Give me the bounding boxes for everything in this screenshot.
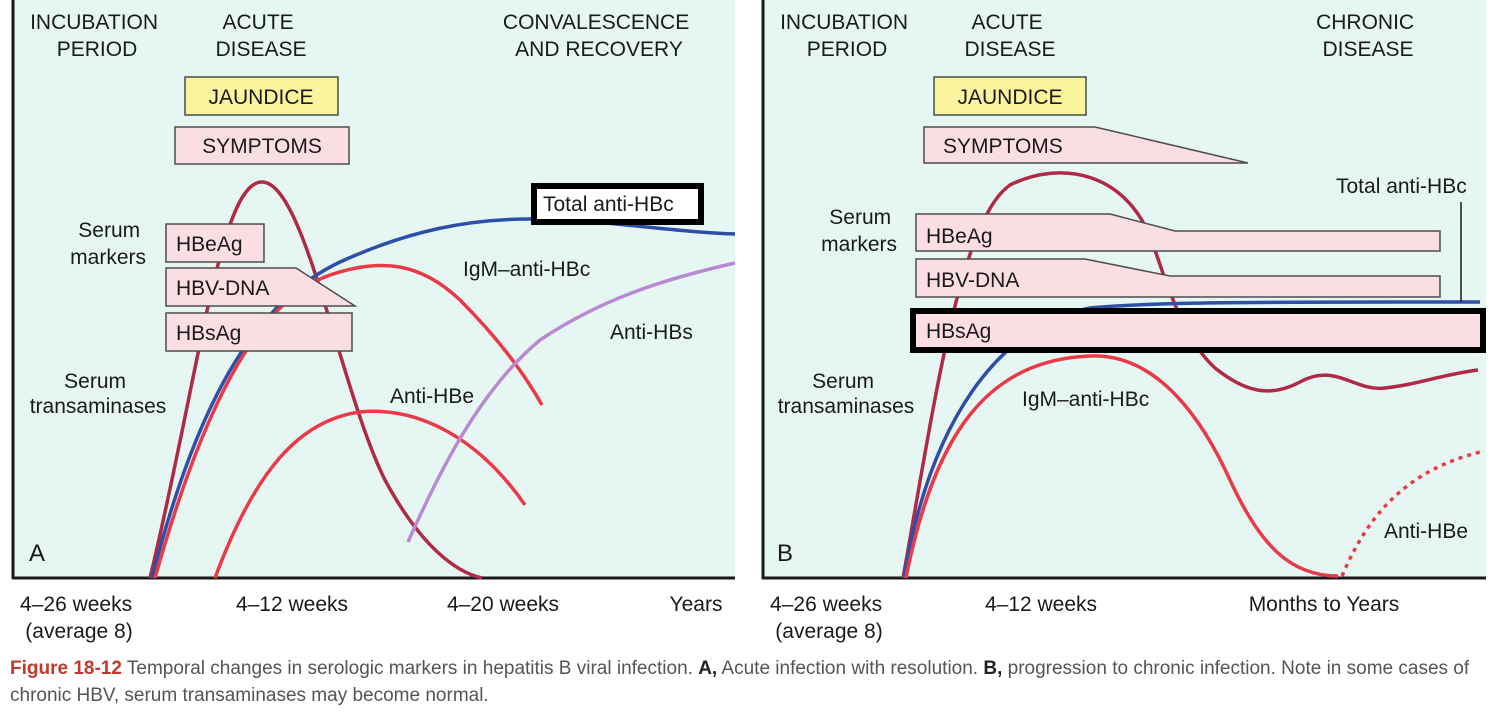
- panel-b-x-tick-acute: 4–12 weeks: [985, 593, 1097, 616]
- panel-b-anti-hbe-label: Anti-HBe: [1384, 520, 1468, 543]
- panel-a-phase-incubation: INCUBATION PERIOD: [30, 11, 164, 61]
- panel-b-symptoms-box: [923, 126, 1249, 164]
- panel-a-hbv-dna-box: [165, 267, 358, 307]
- panel-a-background: [12, 0, 735, 578]
- panel-a-igm-anti-hbc-curve: [153, 263, 544, 579]
- panel-b-hbeag-label: HBeAg: [926, 225, 993, 248]
- panel-a-hbeag-label: HBeAg: [176, 233, 243, 256]
- panel-a-total-anti-hbc-label: Total anti-HBc: [543, 193, 674, 216]
- panel-a-x-tick-convalescence: 4–20 weeks: [447, 593, 559, 616]
- panel-b-igm-anti-hbc-label: IgM–anti-HBc: [1022, 388, 1149, 411]
- panel-b-serum-markers-label: Serum markers: [821, 206, 897, 256]
- panel-a-serum-transaminases-label: Serum transaminases: [30, 370, 167, 418]
- panel-b-phase-acute: ACUTE DISEASE: [964, 11, 1055, 61]
- panel-a-phase-acute: ACUTE DISEASE: [215, 11, 306, 61]
- panel-a-phase-convalescence: CONVALESCENCE AND RECOVERY: [503, 11, 695, 61]
- panel-a-anti-hbs-curve: [406, 261, 736, 543]
- panel-b-jaundice-box: [933, 76, 1087, 116]
- panel-b-jaundice-label: JAUNDICE: [957, 86, 1062, 109]
- panel-b-x-tick-incubation: 4–26 weeks (average 8): [770, 593, 888, 643]
- panel-b-total-anti-hbc-label: Total anti-HBc: [1336, 175, 1467, 198]
- panel-b-hbv-dna-label: HBV-DNA: [926, 269, 1019, 292]
- caption-figure-label: Figure 18-12: [10, 658, 122, 679]
- panel-a-hbsag-box: [165, 312, 353, 352]
- panel-b-symptoms-label: SYMPTOMS: [943, 135, 1063, 158]
- panel-a-anti-hbe-label: Anti-HBe: [390, 385, 474, 408]
- panel-a-hbeag-box: [165, 223, 265, 263]
- panel-a-x-tick-years: Years: [670, 593, 723, 616]
- panel-a-letter: A: [29, 540, 45, 567]
- panel-a-hbv-dna-label: HBV-DNA: [176, 277, 269, 300]
- panel-a: INCUBATION PERIOD ACUTE DISEASE CONVALES…: [11, 0, 736, 643]
- caption-text-2: Acute infection with resolution.: [717, 658, 984, 679]
- panel-a-jaundice-label: JAUNDICE: [208, 86, 313, 109]
- panel-b-hbsag-box: [910, 308, 1486, 353]
- panel-b-x-tick-chronic: Months to Years: [1249, 593, 1400, 616]
- caption-a-label: A,: [698, 658, 718, 679]
- panel-b-phase-chronic: CHRONIC DISEASE: [1316, 11, 1420, 61]
- panel-a-x-tick-acute: 4–12 weeks: [236, 593, 348, 616]
- panel-b-phase-incubation: INCUBATION PERIOD: [780, 11, 914, 61]
- panel-b: INCUBATION PERIOD ACUTE DISEASE CHRONIC …: [761, 0, 1486, 643]
- panel-a-x-tick-incubation: 4–26 weeks (average 8): [20, 593, 138, 643]
- panel-a-jaundice-box: [184, 76, 339, 116]
- panel-a-serum-markers-label: Serum markers: [70, 219, 146, 269]
- panel-b-letter: B: [777, 540, 793, 567]
- panel-b-hbeag-box: [915, 213, 1441, 252]
- panel-a-symptoms-label: SYMPTOMS: [202, 135, 322, 158]
- panel-b-igm-anti-hbc-curve: [904, 354, 1339, 579]
- panel-a-total-anti-hbc-highlight: [531, 183, 704, 225]
- panel-b-hbsag-label: HBsAg: [926, 320, 991, 343]
- figure-caption: Figure 18-12 Temporal changes in serolog…: [10, 655, 1495, 709]
- panel-b-hbv-dna-box: [915, 258, 1441, 298]
- panel-a-igm-anti-hbc-label: IgM–anti-HBc: [463, 258, 590, 281]
- panel-a-anti-hbs-label: Anti-HBs: [610, 321, 693, 344]
- caption-text-3: progression to chronic infection. Note i…: [10, 658, 1470, 706]
- caption-text-1: Temporal changes in serologic markers in…: [121, 658, 699, 679]
- panel-a-anti-hbe-curve: [213, 409, 527, 579]
- panel-a-hbsag-label: HBsAg: [176, 322, 241, 345]
- caption-b-label: B,: [983, 658, 1003, 679]
- panel-a-symptoms-box: [174, 126, 350, 165]
- panel-b-serum-transaminases-label: Serum transaminases: [778, 370, 915, 418]
